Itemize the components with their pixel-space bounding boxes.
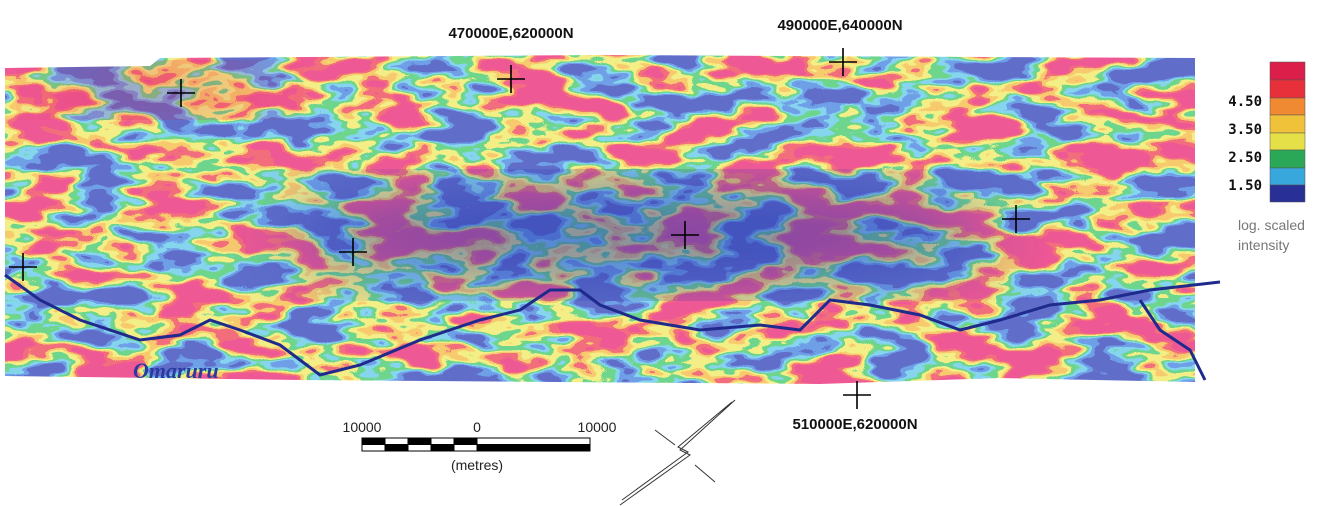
scale-label: 10000 [343, 419, 382, 435]
intensity-raster [0, 50, 1200, 390]
north-arrow [620, 400, 735, 505]
grid-label: 510000E,620000N [792, 416, 917, 433]
grid-label: 470000E,620000N [448, 25, 573, 42]
scale-bar [362, 438, 590, 451]
legend-swatches [1270, 62, 1305, 202]
legend-caption: intensity [1238, 237, 1289, 253]
legend-label: 3.50 [1228, 122, 1262, 138]
legend-label: 4.50 [1228, 94, 1262, 110]
scale-unit: (metres) [451, 457, 503, 473]
map-figure: Omaruru 470000E,620000N 490000E,640000N … [0, 0, 1341, 506]
scale-label: 0 [473, 419, 481, 435]
legend-label: 1.50 [1228, 178, 1262, 194]
river-label: Omaruru [133, 358, 219, 383]
scale-label: 10000 [578, 419, 617, 435]
legend-label: 2.50 [1228, 150, 1262, 166]
grid-label: 490000E,640000N [777, 17, 902, 34]
legend-caption: log. scaled [1238, 217, 1305, 233]
